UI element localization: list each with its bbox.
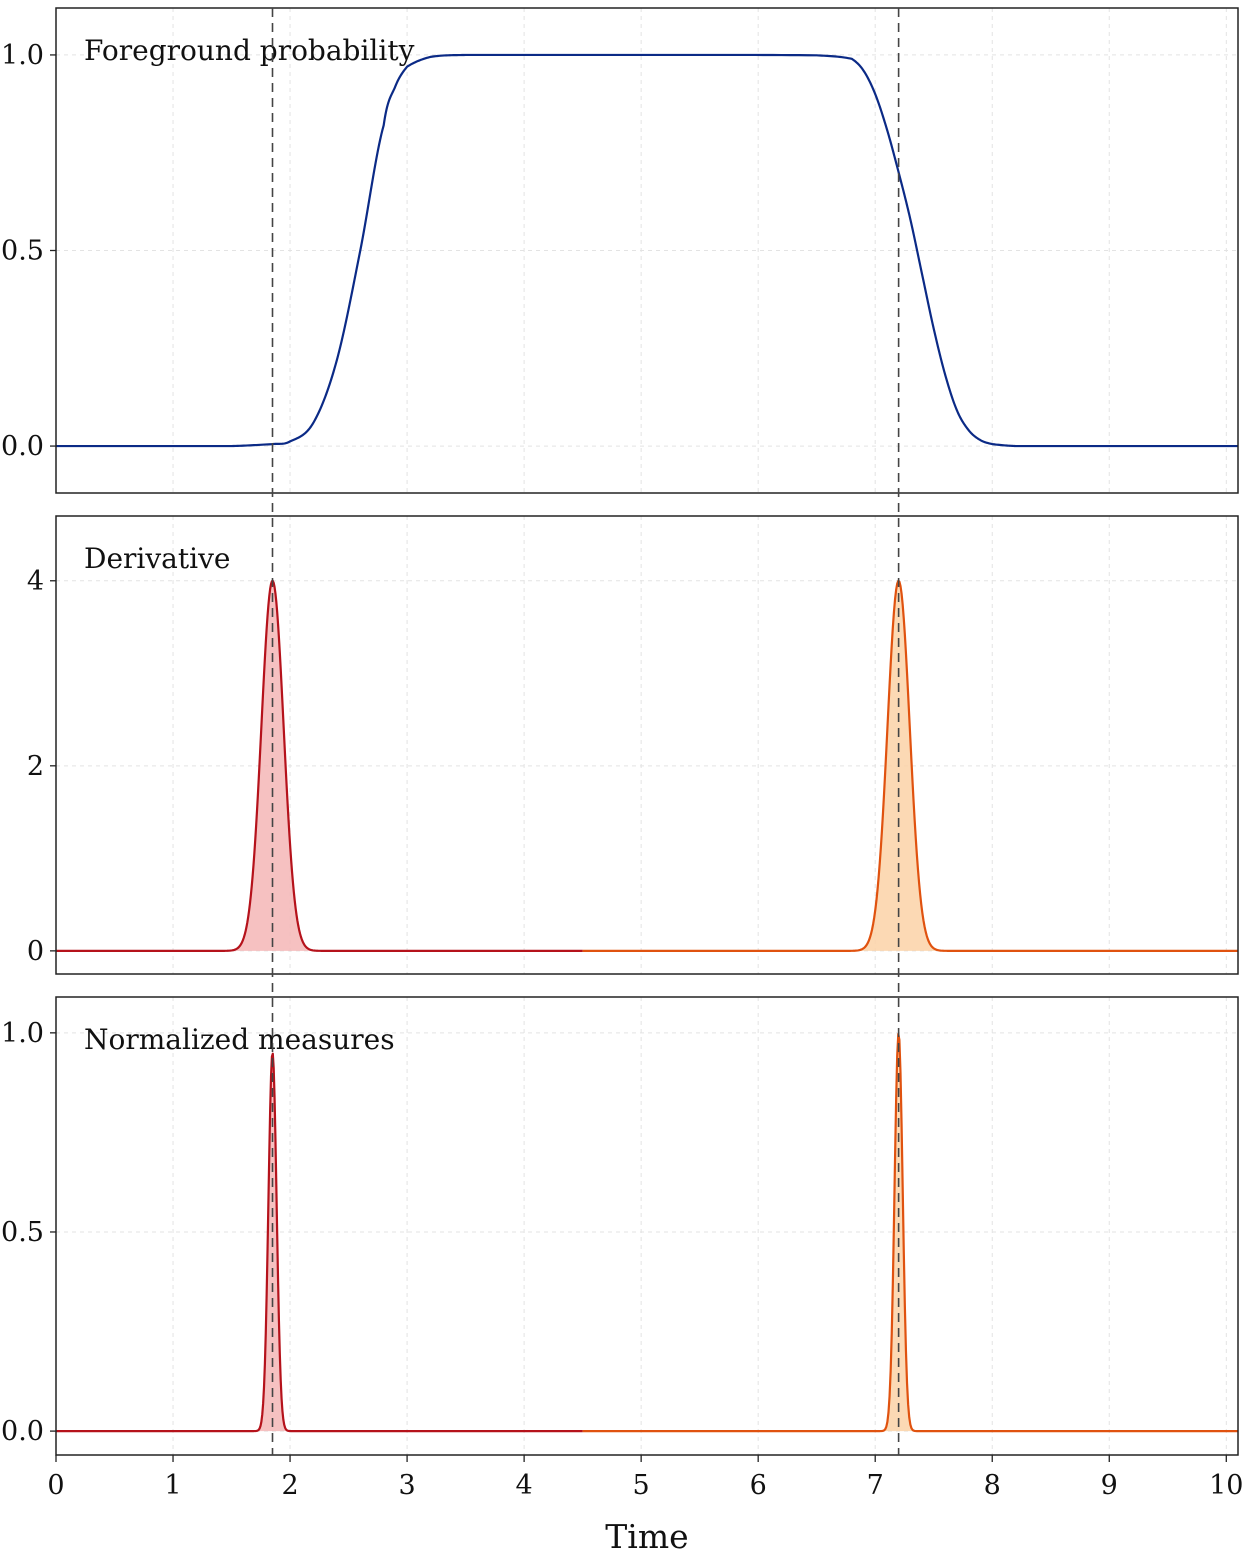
- y-tick-label: 1.0: [1, 1018, 44, 1049]
- x-tick-label: 3: [398, 1470, 415, 1501]
- x-tick-label: 1: [164, 1470, 181, 1501]
- x-tick-label: 2: [281, 1470, 298, 1501]
- panel-title: Normalized measures: [84, 1023, 395, 1056]
- x-tick-label: 10: [1209, 1470, 1243, 1501]
- y-tick-label: 0.0: [1, 1416, 44, 1447]
- series-area-2: [582, 580, 1238, 951]
- panel-frame: [55, 515, 1239, 975]
- panel-1: 0.0 0.5 1.0 Foreground probability: [1, 7, 1239, 494]
- panel-title: Derivative: [84, 542, 230, 575]
- y-tick-label: 4: [27, 566, 44, 597]
- series-line-2: [582, 1032, 1239, 1433]
- series-line-2: [582, 579, 1239, 952]
- series-line-1: [55, 1052, 583, 1433]
- panel-title: Foreground probability: [84, 34, 415, 67]
- y-tick-label: 0.0: [1, 431, 44, 462]
- x-tick-label: 9: [1101, 1470, 1118, 1501]
- series-area-2: [582, 1034, 1238, 1432]
- x-tick-label: 7: [867, 1470, 884, 1501]
- panel-frame: [55, 996, 1239, 1456]
- y-tick-label: 0.5: [1, 1217, 44, 1248]
- x-tick-label: 4: [516, 1470, 533, 1501]
- x-tick-label: 6: [750, 1470, 767, 1501]
- panel-3: 0.0 0.5 1.0 Normalized measures 0 1 2 3 4 5 6 7 8 9 10: [1, 996, 1243, 1501]
- x-tick-label: 8: [984, 1470, 1001, 1501]
- y-tick-label: 2: [27, 751, 44, 782]
- y-tick-label: 1.0: [1, 40, 44, 71]
- panel-2: 0 2 4 Derivative: [27, 515, 1239, 975]
- series-area-1: [56, 1053, 583, 1432]
- y-tick-label: 0.5: [1, 236, 44, 267]
- x-tick-label: 0: [47, 1470, 64, 1501]
- x-axis-title: Time: [605, 1517, 688, 1556]
- series-line-1: [56, 53, 1238, 448]
- x-tick-label: 5: [633, 1470, 650, 1501]
- y-tick-label: 0: [27, 936, 44, 967]
- series-line-1: [55, 579, 583, 952]
- series-area-1: [56, 580, 583, 951]
